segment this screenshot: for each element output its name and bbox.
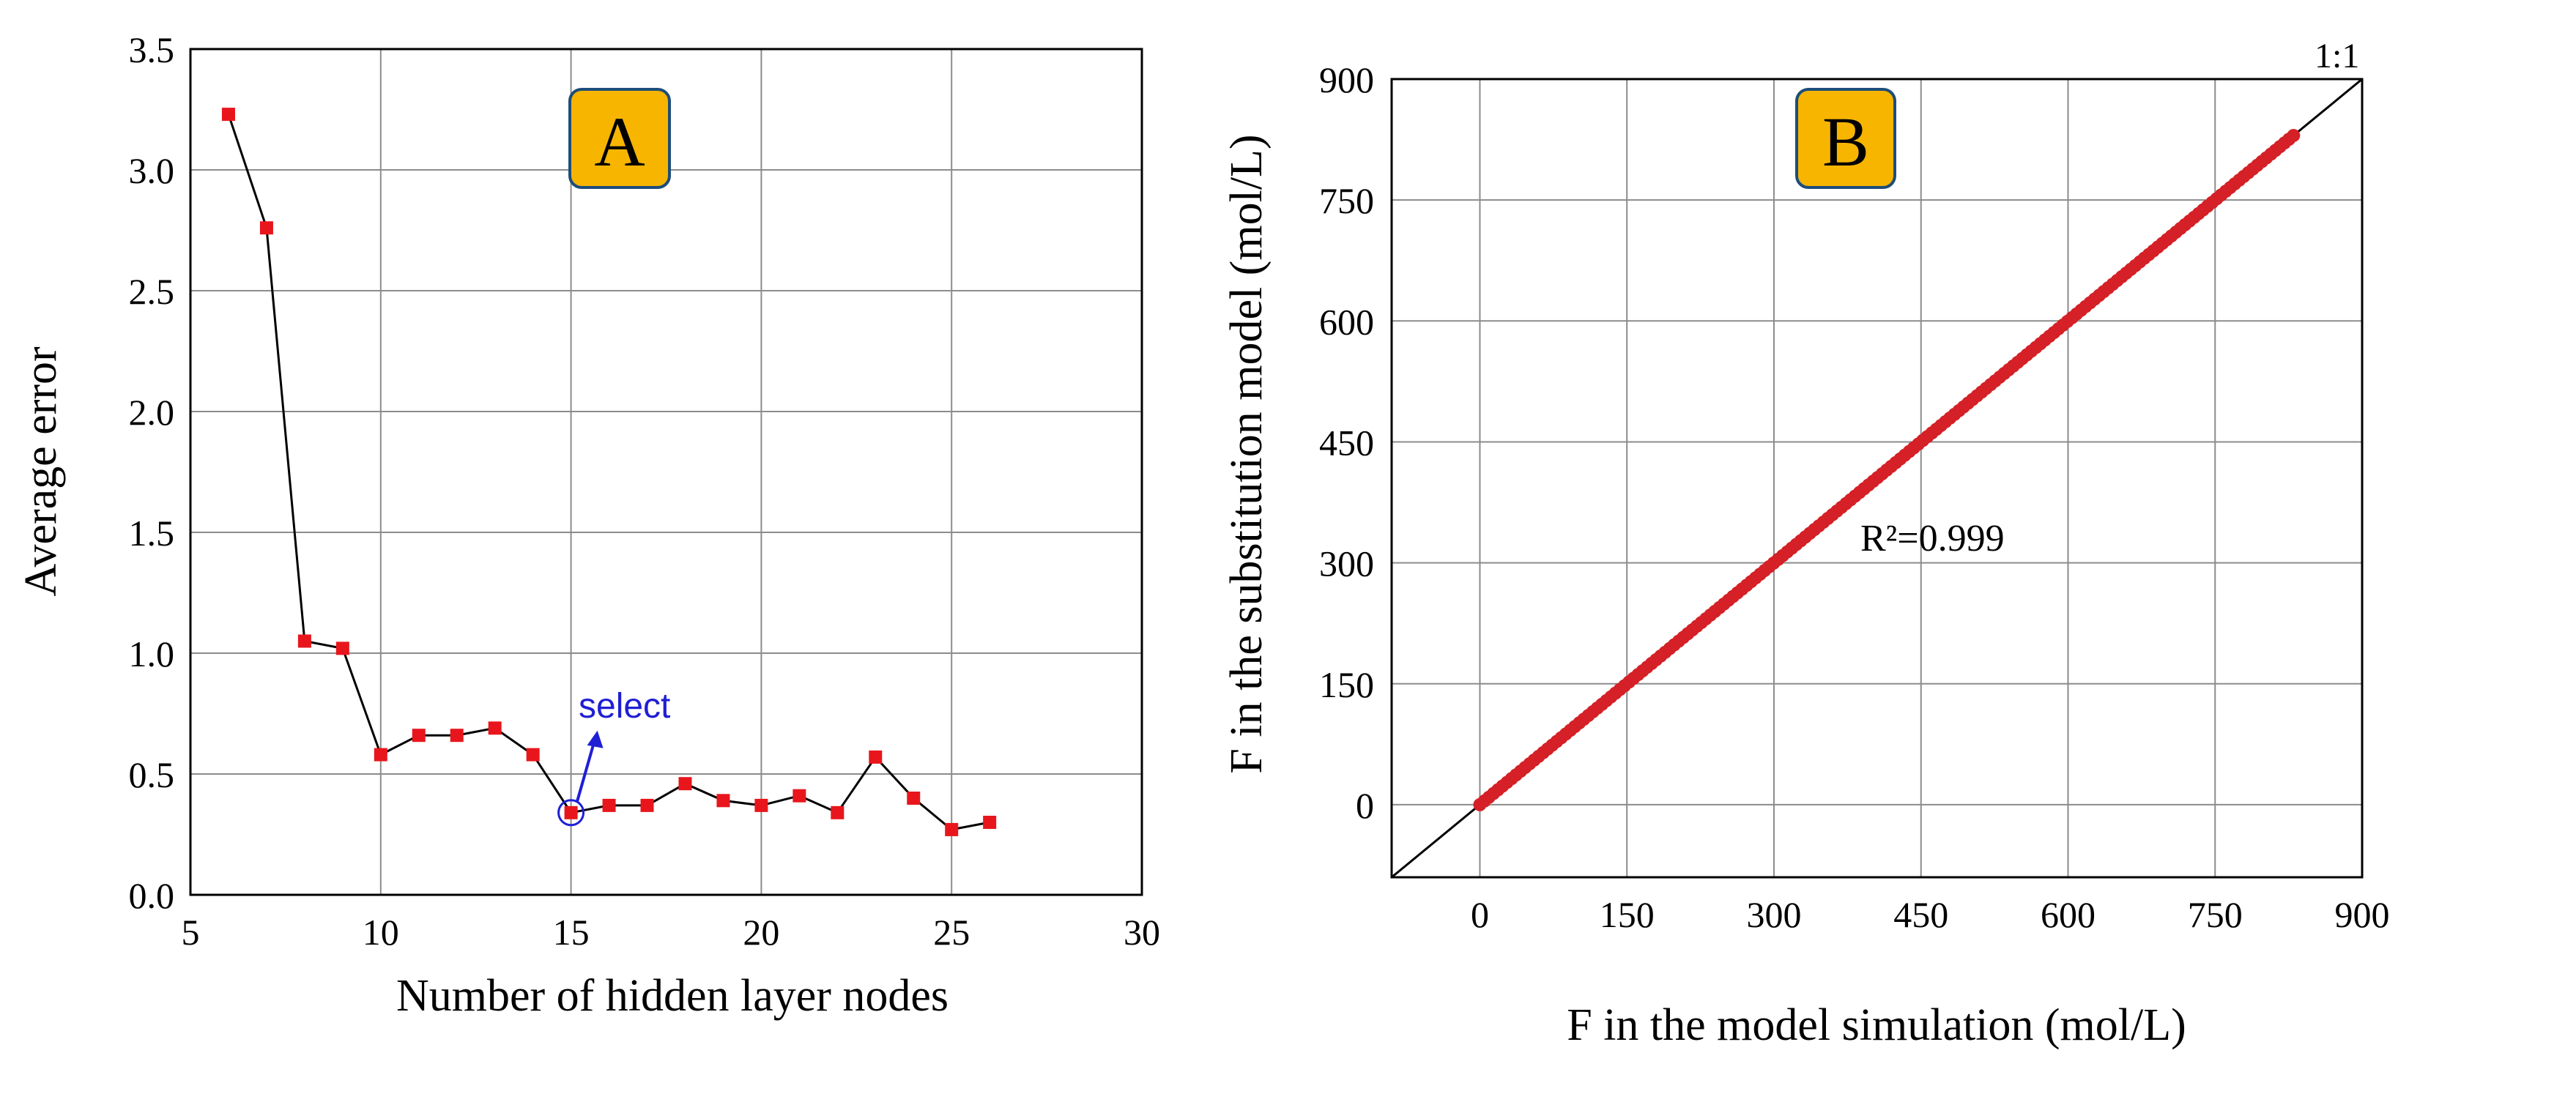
panel-b-y-axis-label: F in the substitution model (mol/L) bbox=[1222, 134, 1272, 773]
panel-a-data-point bbox=[488, 721, 502, 735]
select-annotation: select bbox=[557, 687, 670, 827]
panel-a-y-tick-label: 2.5 bbox=[129, 271, 175, 312]
panel-b-y-tick-label: 450 bbox=[1319, 422, 1374, 463]
panel-a-y-ticks: 0.0 0.5 1.0 1.5 2.0 2.5 3.0 3.5 bbox=[129, 29, 175, 916]
panel-b: 1:1 R²=0.999 0 150 300 450 600 750 900 0 150 300… bbox=[1222, 37, 2390, 1050]
panel-b-x-tick-label: 150 bbox=[1600, 894, 1655, 935]
panel-a-y-tick-label: 2.0 bbox=[129, 392, 175, 433]
panel-b-badge: B bbox=[1795, 88, 1896, 189]
panel-b-x-ticks: 0 150 300 450 600 750 900 bbox=[1471, 894, 2390, 935]
panel-a-x-axis-label: Number of hidden layer nodes bbox=[396, 971, 949, 1021]
panel-a-points bbox=[221, 108, 997, 836]
panel-a-x-ticks: 5 10 15 20 25 30 bbox=[182, 912, 1161, 953]
panel-b-x-tick-label: 900 bbox=[2335, 894, 2390, 935]
panel-b-y-tick-label: 0 bbox=[1356, 785, 1374, 826]
panel-a-y-tick-label: 3.0 bbox=[129, 150, 175, 191]
panel-a-label: A bbox=[594, 103, 645, 181]
panel-a-data-point bbox=[678, 777, 692, 791]
panel-a-data-point bbox=[640, 798, 654, 812]
panel-a-y-tick-label: 0.5 bbox=[129, 754, 175, 795]
panel-a-data-point bbox=[450, 729, 464, 743]
panel-a-x-tick-label: 20 bbox=[743, 912, 779, 953]
panel-a-badge-box bbox=[568, 88, 671, 189]
panel-b-data-point bbox=[2287, 129, 2301, 143]
panel-a-data-point bbox=[221, 108, 235, 122]
panel-a-y-tick-label: 3.5 bbox=[129, 29, 175, 70]
panel-b-x-axis-label: F in the model simulation (mol/L) bbox=[1567, 1000, 2186, 1050]
panel-a-plot-frame bbox=[189, 48, 1143, 896]
select-arrowhead bbox=[587, 730, 604, 748]
panel-a-x-tick-label: 25 bbox=[933, 912, 970, 953]
panel-a-data-point bbox=[259, 221, 273, 235]
panel-a-x-tick-label: 15 bbox=[553, 912, 590, 953]
panel-b-y-tick-label: 900 bbox=[1319, 59, 1374, 100]
panel-a-data-point bbox=[564, 805, 578, 819]
panel-a-data-point bbox=[983, 816, 997, 829]
one-to-one-label: 1:1 bbox=[2315, 37, 2359, 75]
panel-a-data-point bbox=[526, 748, 540, 762]
panel-b-y-tick-label: 600 bbox=[1319, 301, 1374, 342]
panel-b-y-tick-label: 300 bbox=[1319, 543, 1374, 584]
r-squared-label: R²=0.999 bbox=[1860, 518, 2005, 559]
panel-b-y-tick-label: 750 bbox=[1319, 180, 1374, 221]
panel-b-x-tick-label: 300 bbox=[1746, 894, 1801, 935]
panel-a-x-tick-label: 30 bbox=[1124, 912, 1160, 953]
panel-b-y-ticks: 0 150 300 450 600 750 900 bbox=[1319, 59, 1374, 826]
panel-a-data-point bbox=[374, 748, 387, 762]
panel-a-data-point bbox=[716, 794, 730, 808]
panel-a-data-point bbox=[793, 789, 806, 803]
panel-a-y-tick-label: 0.0 bbox=[129, 875, 175, 916]
panel-b-x-tick-label: 450 bbox=[1893, 894, 1948, 935]
select-label: select bbox=[579, 687, 670, 726]
panel-b-plot-frame bbox=[1390, 78, 2364, 879]
panel-a-y-axis-label: Average error bbox=[16, 346, 66, 597]
panel-b-points bbox=[1473, 129, 2301, 811]
panel-b-x-tick-label: 750 bbox=[2188, 894, 2243, 935]
panel-b-y-tick-label: 150 bbox=[1319, 664, 1374, 705]
panel-a-data-point bbox=[945, 822, 959, 836]
panel-a-data-point bbox=[297, 634, 311, 648]
panel-a-data-point bbox=[831, 805, 845, 819]
panel-b-badge-box bbox=[1795, 88, 1896, 189]
panel-b-x-tick-label: 600 bbox=[2041, 894, 2096, 935]
select-arrow bbox=[575, 740, 596, 803]
panel-a-y-tick-label: 1.5 bbox=[129, 513, 175, 554]
panel-a-data-point bbox=[412, 729, 426, 743]
panel-a-y-tick-label: 1.0 bbox=[129, 633, 175, 674]
panel-a-data-point bbox=[602, 798, 616, 812]
select-circle bbox=[557, 799, 585, 827]
panel-a: 0.0 0.5 1.0 1.5 2.0 2.5 3.0 3.5 5 10 15 20 25 30 sel… bbox=[16, 29, 1160, 1021]
panel-a-x-tick-label: 10 bbox=[363, 912, 399, 953]
panel-a-badge: A bbox=[568, 88, 671, 189]
panel-b-x-tick-label: 0 bbox=[1471, 894, 1489, 935]
panel-b-label: B bbox=[1822, 103, 1869, 181]
panel-a-data-point bbox=[869, 750, 883, 764]
panel-a-data-point bbox=[907, 792, 921, 805]
panel-a-data-point bbox=[335, 641, 349, 655]
panel-a-x-tick-label: 5 bbox=[182, 912, 200, 953]
panel-a-data-point bbox=[754, 798, 768, 812]
